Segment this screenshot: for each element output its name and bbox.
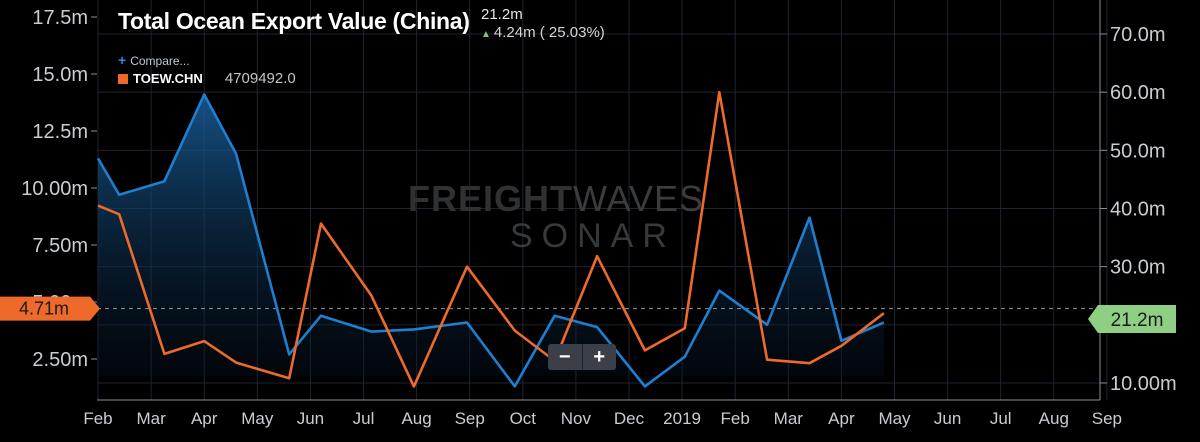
x-axis-label: Aug [1039,409,1069,428]
last-value: 21.2m [481,6,523,23]
right-axis-label: 40.0m [1110,199,1166,221]
x-axis-label: Mar [136,409,166,428]
left-value-badge [0,296,100,321]
right-value-badge [1088,305,1176,333]
x-axis-label: Feb [721,409,750,428]
right-axis-label: 50.0m [1110,140,1166,162]
x-axis-label: Jun [297,409,324,428]
right-badge-text: 21.2m [1111,310,1164,331]
right-axis-label: 10.00m [1110,373,1177,395]
legend-series-name: TOEW.CHN [133,71,203,86]
orange-series-line [97,90,885,388]
x-axis-label: May [241,409,274,428]
x-axis-label: Oct [510,409,537,428]
x-axis-label: May [878,409,911,428]
right-axis-label: 70.0m [1110,24,1166,46]
blue-series-area [98,94,884,387]
x-axis-label: Feb [83,409,112,428]
x-axis-label: Jul [990,409,1012,428]
zoom-controls: − + [548,344,616,370]
watermark-sonar: SONAR [510,217,676,255]
left-axis-label: 2.50m [32,349,88,371]
right-axis-label: 60.0m [1110,82,1166,104]
blue-area-fill [98,94,884,387]
zoom-divider [581,344,583,370]
left-axis-label: 15.0m [32,64,88,86]
legend-series-value: 4709492.0 [224,70,296,87]
x-axis-label: Jul [353,409,375,428]
x-axis-label: Sep [455,409,485,428]
x-axis-label: Sep [1092,409,1122,428]
legend-series-toew[interactable]: TOEW.CHN 4709492.0 [118,70,296,87]
zoom-out-button[interactable]: − [558,346,571,368]
zoom-in-button[interactable]: + [593,346,606,368]
chart-title: Total Ocean Export Value (China) [118,8,470,34]
change-value: 4.24m ( 25.03%) [493,24,605,41]
x-axis-label: Dec [614,409,645,428]
value-badges: 4.71m 21.2m [0,296,1176,333]
x-axis-label: Jun [934,409,961,428]
left-axis-label: 12.5m [32,121,88,143]
x-axis-label: Apr [191,409,218,428]
left-axis-label: 17.5m [32,7,88,29]
right-axis-label: 30.0m [1110,257,1166,279]
x-axis-label: Mar [774,409,804,428]
plus-icon: + [118,52,127,68]
legend-swatch [118,74,128,84]
x-axis-label: Apr [828,409,855,428]
x-axis-label: Aug [401,409,431,428]
x-axis-label: 2019 [663,409,701,428]
up-arrow-icon: ▲ [481,29,491,40]
watermark-freightwaves: FREIGHTWAVES [408,178,705,219]
compare-button[interactable]: + Compare... [118,52,190,68]
change-readout: ▲ 4.24m ( 25.03%) [481,24,605,41]
compare-label: Compare... [130,54,190,68]
left-axis-label: 10.00m [21,178,88,200]
left-badge-text: 4.71m [19,299,69,319]
series-lines [96,90,885,388]
x-axis-label: Nov [561,409,592,428]
left-axis-label: 7.50m [32,235,88,257]
